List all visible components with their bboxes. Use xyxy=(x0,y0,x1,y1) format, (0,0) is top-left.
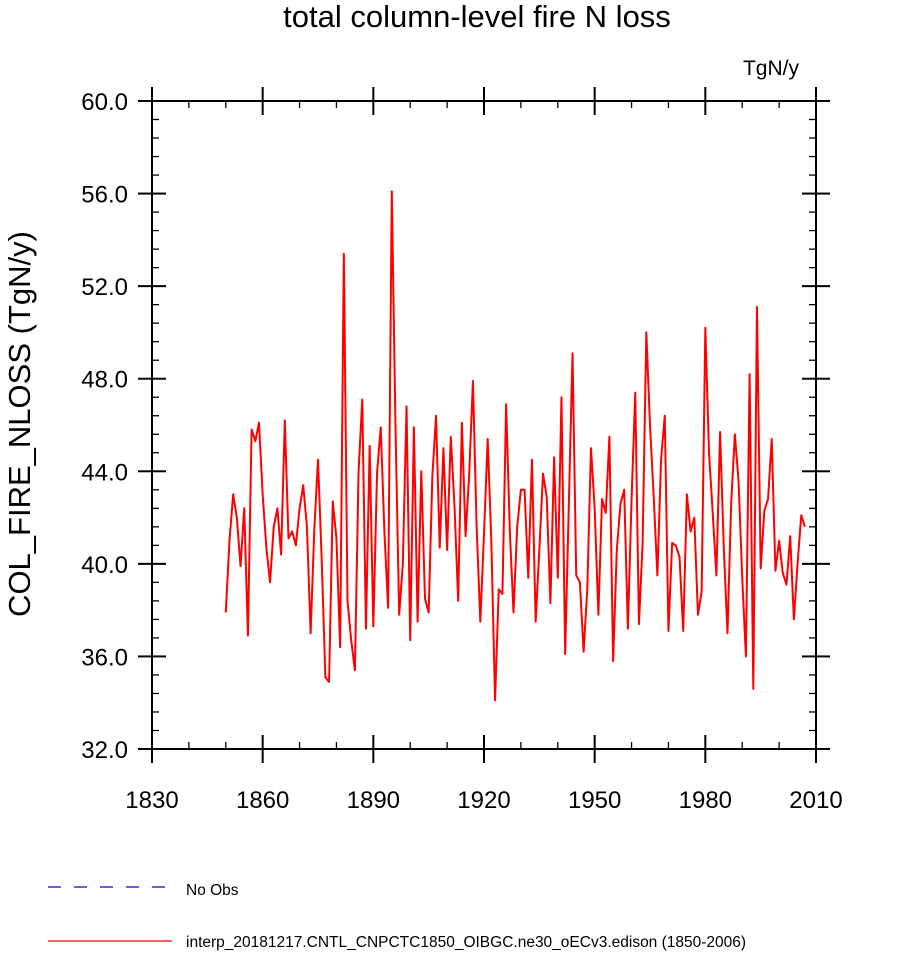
x-tick-label: 1980 xyxy=(679,787,732,814)
series-line xyxy=(224,190,806,702)
y-tick-label: 44.0 xyxy=(81,459,128,486)
series-layer xyxy=(224,190,806,702)
y-tick-label: 36.0 xyxy=(81,644,128,671)
tick-labels: 1830 1860 1890 1920 1950 1980 2010 32.0 36.0 40.0… xyxy=(81,89,842,814)
y-axis-label: COL_FIRE_NLOSS (TgN/y) xyxy=(2,231,37,617)
x-tick-label: 1950 xyxy=(568,787,621,814)
legend-no-obs-label: No Obs xyxy=(186,882,239,899)
x-tick-label: 2010 xyxy=(789,787,842,814)
x-tick-label: 1890 xyxy=(347,787,400,814)
plot-frame xyxy=(151,100,817,750)
x-tick-label: 1830 xyxy=(125,787,178,814)
x-tick-label: 1860 xyxy=(236,787,289,814)
y-tick-label: 52.0 xyxy=(81,274,128,301)
legend: No Obs interp_20181217.CNTL_CNPCTC1850_O… xyxy=(48,882,746,951)
y-tick-label: 32.0 xyxy=(81,737,128,764)
y-tick-label: 56.0 xyxy=(81,182,128,209)
x-tick-label: 1920 xyxy=(457,787,510,814)
y-tick-label: 48.0 xyxy=(81,367,128,394)
legend-model-label: interp_20181217.CNTL_CNPCTC1850_OIBGC.ne… xyxy=(186,934,746,951)
y-tick-label: 40.0 xyxy=(81,552,128,579)
axis-ticks xyxy=(138,87,830,763)
chart-title: total column-level fire N loss xyxy=(283,0,671,34)
units-label: TgN/y xyxy=(743,57,800,80)
y-tick-label: 60.0 xyxy=(81,89,128,116)
